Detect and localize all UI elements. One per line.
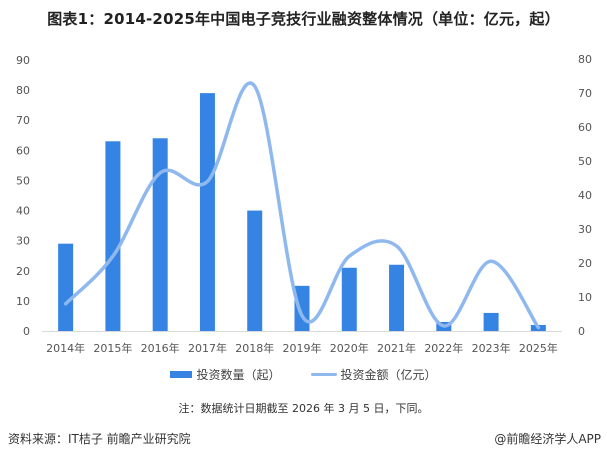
left-tick-label: 30 xyxy=(16,235,30,248)
x-tick-label: 2023年 xyxy=(472,341,511,355)
left-tick-label: 80 xyxy=(16,84,30,97)
bar xyxy=(389,264,405,331)
legend-label-amount: 投资金额（亿元） xyxy=(340,368,437,382)
bar-series xyxy=(58,93,546,331)
legend-item-amount[interactable]: 投资金额（亿元） xyxy=(310,366,437,383)
right-tick-label: 70 xyxy=(578,87,592,100)
left-tick-label: 70 xyxy=(16,114,30,127)
right-tick-label: 0 xyxy=(578,325,585,338)
x-tick-label: 2014年 xyxy=(46,341,85,355)
combo-chart: 0 10 20 30 40 50 60 70 80 90 0 10 20 30 40 50 60 70 80 20… xyxy=(16,53,592,355)
left-tick-label: 60 xyxy=(16,144,30,157)
bar xyxy=(199,93,215,331)
x-tick-label: 2017年 xyxy=(188,341,227,355)
line-series xyxy=(63,81,541,330)
bar-swatch-icon xyxy=(170,371,193,378)
x-tick-label: 2025年 xyxy=(519,341,558,355)
left-tick-label: 20 xyxy=(16,265,30,278)
right-tick-label: 30 xyxy=(578,223,592,236)
bar xyxy=(294,285,310,331)
right-tick-label: 10 xyxy=(578,291,592,304)
x-tick-label: 2016年 xyxy=(141,341,180,355)
bar xyxy=(58,243,74,331)
left-tick-label: 0 xyxy=(23,325,30,338)
left-tick-label: 90 xyxy=(16,54,30,67)
legend-label-count: 投资数量（起） xyxy=(196,368,281,382)
x-tick-label: 2018年 xyxy=(235,341,274,355)
left-tick-label: 10 xyxy=(16,295,30,308)
credit: @前瞻经济学人APP xyxy=(494,432,601,446)
bar xyxy=(341,267,357,331)
bar xyxy=(483,312,499,331)
right-tick-label: 80 xyxy=(578,53,592,66)
bar xyxy=(152,138,168,331)
legend: 投资数量（起） 投资金额（亿元） xyxy=(0,366,607,383)
right-tick-label: 40 xyxy=(578,189,592,202)
line-swatch-icon xyxy=(310,373,337,376)
x-axis-labels: 2014年 2015年 2016年 2017年 2018年 2019年 2020年 2021年… xyxy=(46,341,558,355)
bar xyxy=(247,210,263,331)
x-tick-label: 2020年 xyxy=(330,341,369,355)
legend-item-count[interactable]: 投资数量（起） xyxy=(170,366,281,383)
right-tick-label: 20 xyxy=(578,257,592,270)
right-tick-label: 60 xyxy=(578,121,592,134)
bar xyxy=(105,141,121,331)
x-tick-label: 2022年 xyxy=(424,341,463,355)
left-tick-label: 50 xyxy=(16,174,30,187)
right-tick-label: 50 xyxy=(578,155,592,168)
chart-title: 图表1：2014-2025年中国电子竞技行业融资整体情况（单位：亿元，起） xyxy=(47,10,560,28)
x-tick-label: 2019年 xyxy=(283,341,322,355)
left-tick-label: 40 xyxy=(16,205,30,218)
x-tick-label: 2015年 xyxy=(93,341,132,355)
right-axis: 0 10 20 30 40 50 60 70 80 xyxy=(578,53,592,338)
footnote: 注：数据统计日期截至 2026 年 3 月 5 日，下同。 xyxy=(178,402,429,415)
data-source: 资料来源：IT桔子 前瞻产业研究院 xyxy=(8,432,191,446)
x-tick-label: 2021年 xyxy=(377,341,416,355)
left-axis: 0 10 20 30 40 50 60 70 80 90 xyxy=(16,54,30,338)
